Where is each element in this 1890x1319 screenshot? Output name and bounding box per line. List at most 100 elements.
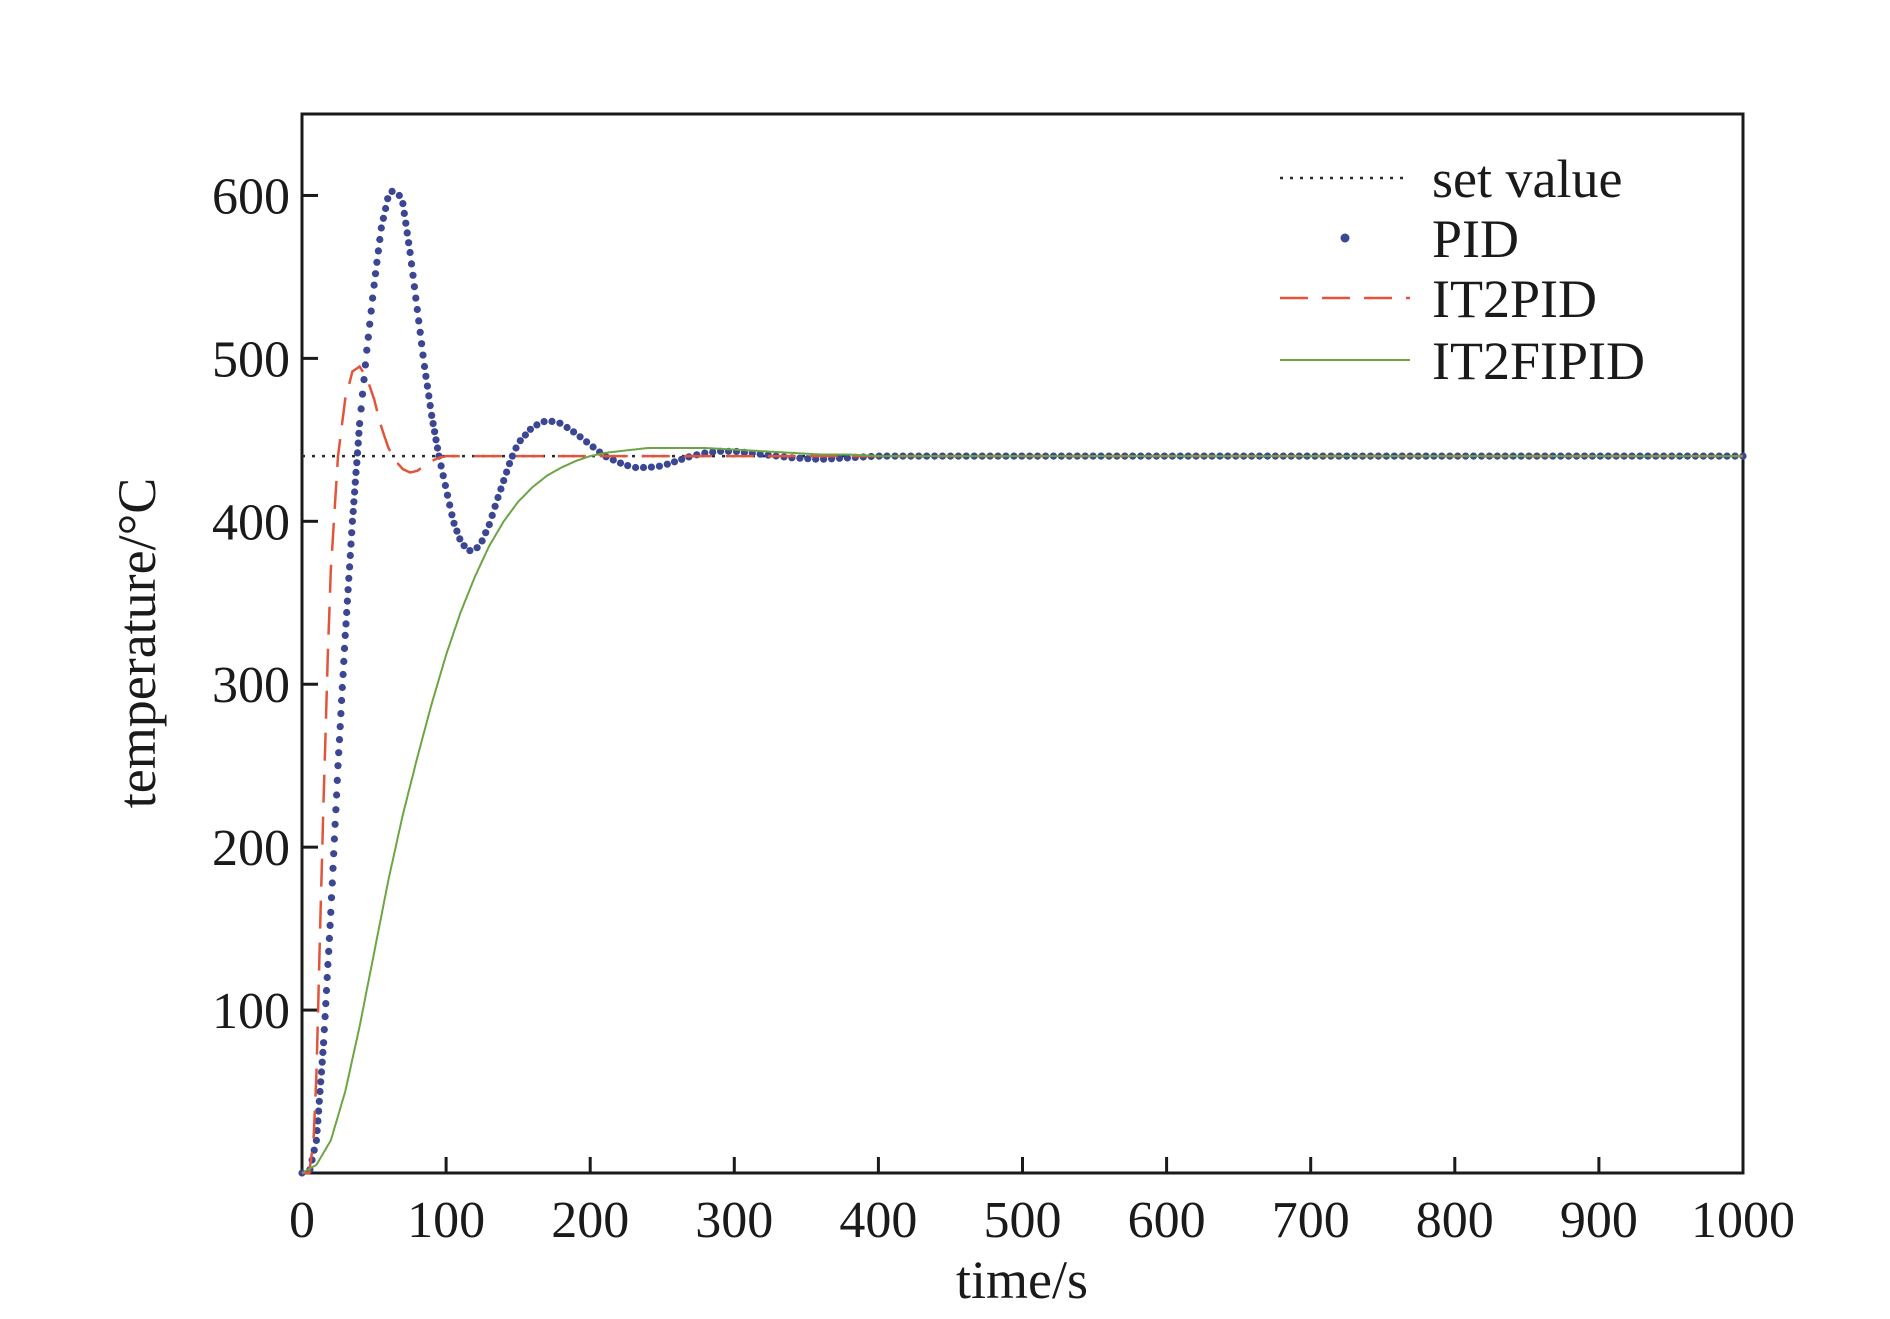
pid-point [589, 443, 597, 451]
pid-point [548, 417, 556, 425]
pid-point [403, 229, 411, 237]
pid-point [312, 1136, 320, 1144]
pid-point [371, 270, 380, 278]
pid-point [494, 493, 502, 502]
pid-point [439, 472, 447, 480]
pid-point [327, 894, 336, 902]
pid-point [340, 644, 349, 653]
pid-point [325, 934, 333, 943]
pid-point [323, 973, 331, 982]
x-tick-label: 400 [839, 1192, 917, 1249]
pid-point [491, 502, 499, 510]
axis-ticks: 0 100 200 300 400 500 600 700 800 900 1000 100 200 30… [212, 168, 1795, 1249]
pid-point [336, 723, 344, 731]
y-tick-label: 300 [212, 657, 290, 714]
x-tick-label: 200 [551, 1192, 629, 1249]
pid-point [321, 1013, 329, 1021]
pid-point [349, 507, 357, 516]
pid-point [351, 488, 359, 496]
x-tick-label: 1000 [1691, 1192, 1795, 1249]
pid-point [453, 527, 461, 535]
legend-label: IT2PID [1432, 269, 1597, 329]
pid-point [425, 392, 433, 400]
pid-point [348, 517, 356, 525]
pid-point [377, 224, 385, 232]
pid-point [441, 481, 449, 490]
pid-point [357, 405, 365, 413]
pid-point [570, 428, 578, 436]
pid-point [448, 511, 456, 519]
legend-item: IT2FIPID [1280, 331, 1645, 391]
pid-point [331, 820, 339, 828]
it2pid-line [302, 364, 1743, 1175]
pid-point [412, 294, 420, 302]
pid-point [433, 444, 442, 452]
pid-point [402, 219, 410, 227]
pid-point [428, 411, 436, 419]
pid-point [505, 460, 514, 468]
pid-point [804, 455, 812, 463]
pid-point [318, 1058, 326, 1066]
pid-point [431, 428, 439, 436]
pid-point [583, 438, 591, 446]
pid-point [482, 529, 490, 537]
pid-point [655, 462, 664, 470]
pid-point [374, 247, 382, 255]
pid-point [344, 586, 352, 594]
x-tick-label: 800 [1416, 1192, 1494, 1249]
y-tick-label: 400 [212, 494, 290, 551]
pid-point [405, 239, 413, 247]
pid-point [450, 519, 458, 527]
x-tick-label: 100 [407, 1192, 485, 1249]
pid-point [316, 1087, 324, 1096]
pid-point [400, 209, 408, 217]
pid-point [556, 419, 564, 427]
legend-item: set value [1280, 149, 1622, 209]
pid-point [437, 462, 445, 470]
series-layer [298, 187, 1747, 1177]
pid-point [354, 439, 362, 447]
pid-point [328, 879, 336, 887]
y-tick-label: 600 [212, 168, 290, 225]
pid-point [366, 320, 374, 328]
pid-point [369, 294, 377, 302]
pid-point [329, 864, 337, 872]
legend-label: set value [1432, 149, 1622, 209]
pid-point [576, 433, 584, 441]
pid-point [478, 537, 486, 545]
legend-label: PID [1432, 209, 1519, 269]
pid-point [320, 1026, 328, 1034]
pid-point [413, 305, 421, 314]
legend-label: IT2FIPID [1432, 331, 1645, 391]
pid-point [334, 762, 342, 770]
pid-point [347, 540, 355, 548]
pid-point [426, 402, 434, 410]
pid-point [410, 283, 418, 291]
pid-point [335, 736, 344, 744]
pid-point [341, 631, 349, 640]
pid-point [361, 361, 369, 369]
pid-point [508, 452, 516, 460]
pid-point [360, 376, 368, 384]
pid-point [388, 187, 396, 195]
pid-point [376, 235, 384, 244]
pid-point [363, 346, 371, 354]
pid-point [843, 454, 852, 462]
pid-point [310, 1146, 318, 1154]
pid-point [395, 191, 403, 200]
pid-point [500, 477, 508, 485]
x-tick-label: 600 [1128, 1192, 1206, 1249]
pid-point [315, 1107, 323, 1115]
pid-point [407, 260, 416, 268]
pid-point [609, 456, 617, 464]
pid-point [356, 420, 364, 428]
pid-point [429, 420, 437, 428]
pid-point [330, 850, 338, 858]
pid-point [343, 597, 351, 605]
x-tick-label: 500 [984, 1192, 1062, 1249]
pid-point [322, 1000, 330, 1008]
pid-point [460, 542, 468, 550]
pid-point [373, 258, 381, 266]
pid-point [342, 620, 350, 628]
pid-point [512, 444, 520, 452]
